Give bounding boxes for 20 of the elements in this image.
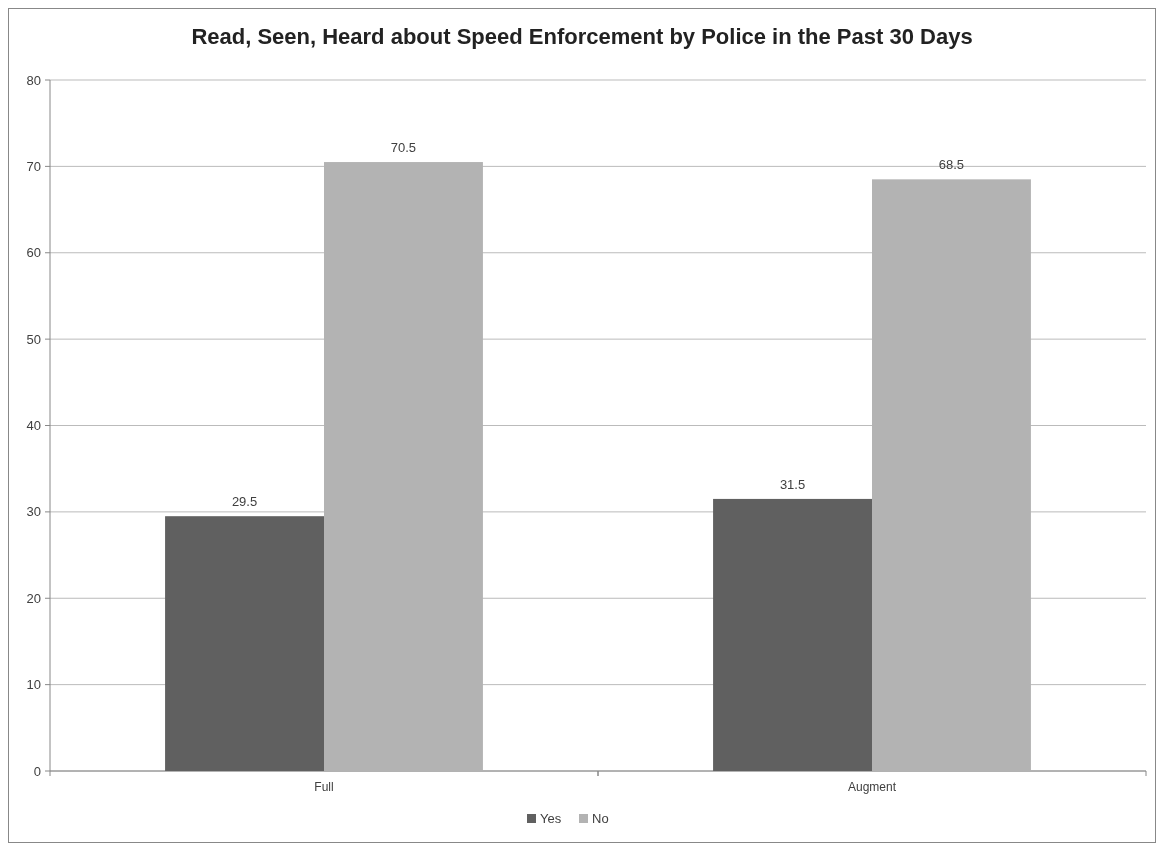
y-tick-label: 50	[26, 331, 41, 347]
y-tick-label: 0	[33, 763, 41, 779]
data-label: 68.5	[938, 157, 965, 173]
y-tick-label: 30	[26, 504, 41, 520]
y-tick-label: 20	[26, 590, 41, 606]
data-label: 31.5	[779, 476, 806, 492]
x-tick-label: Augment	[847, 780, 897, 794]
x-tick-label: Full	[314, 780, 334, 794]
y-tick-label: 10	[26, 677, 41, 693]
bar	[165, 516, 324, 771]
y-tick-label: 70	[26, 158, 41, 174]
legend-label: No	[592, 811, 609, 826]
y-tick-label: 40	[26, 418, 41, 434]
y-tick-label: 60	[26, 245, 41, 261]
chart-title: Read, Seen, Heard about Speed Enforcement by Police in the Past 30 Days	[191, 24, 973, 49]
bar	[713, 498, 872, 771]
legend-label: Yes	[540, 811, 562, 826]
data-label: 70.5	[390, 140, 417, 156]
data-label: 29.5	[231, 494, 258, 510]
y-tick-label: 80	[26, 72, 41, 88]
